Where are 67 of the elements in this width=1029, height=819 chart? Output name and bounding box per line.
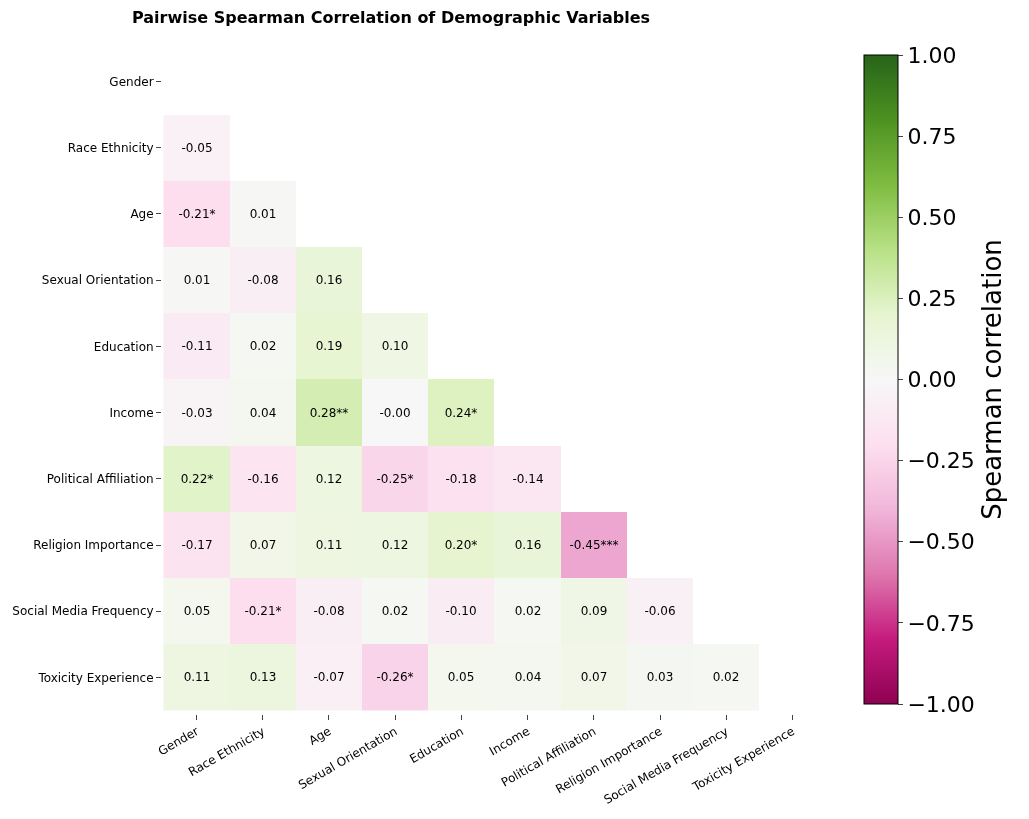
data-label: 0.20* [444,538,478,553]
data-label: 0.07 [580,670,608,685]
color-bar-label: 0.00 [907,367,957,393]
y-tick-label: Sexual Orientation [41,273,154,288]
data-label: -0.26* [376,670,414,685]
data-label: 0.02 [712,670,740,685]
data-label: 0.12 [315,472,343,487]
data-label: 0.01 [249,207,277,222]
data-label: 0.12 [381,538,409,553]
data-label: -0.11 [181,339,213,354]
data-label: 0.19 [315,339,343,354]
data-label: 0.22* [180,472,214,487]
data-label: -0.08 [247,273,279,288]
data-label: -0.25* [376,472,414,487]
data-label: -0.00 [379,406,411,421]
data-label: -0.08 [313,604,345,619]
data-label: -0.18 [445,472,477,487]
data-label: -0.07 [313,670,345,685]
data-label: 0.04 [249,406,277,421]
data-label: -0.05 [181,141,213,156]
chart-title: Pairwise Spearman Correlation of Demographic Variables [132,8,651,28]
data-label: -0.21* [244,604,282,619]
data-label: 0.03 [646,670,674,685]
color-bar-label: −0.50 [907,529,975,555]
data-label: -0.21* [178,207,216,222]
y-tick-label: Social Media Frequency [12,604,154,619]
data-label: 0.05 [183,604,211,619]
data-label: 0.13 [249,670,277,685]
data-label: 0.16 [315,273,343,288]
data-label: 0.24* [444,406,478,421]
color-bar-label: −1.00 [907,691,975,717]
data-label: -0.17 [181,538,213,553]
data-label: 0.02 [381,604,409,619]
y-tick-label: Political Affiliation [46,472,154,487]
data-label: -0.03 [181,406,213,421]
data-label: 0.01 [183,273,211,288]
color-bar-label: 0.25 [907,286,957,312]
data-label: 0.07 [249,538,277,553]
data-label: 0.11 [183,670,211,685]
color-bar-label: 0.50 [907,204,957,230]
data-label: -0.16 [247,472,279,487]
data-label: 0.05 [447,670,475,685]
data-label: 0.10 [381,339,409,354]
y-tick-label: Toxicity Experience [37,670,154,685]
color-bar-label: −0.75 [907,610,975,636]
color-bar-label: 0.75 [907,123,957,149]
data-label: -0.45*** [569,538,619,553]
data-label: -0.10 [445,604,477,619]
data-label: 0.28** [309,406,349,421]
data-label: 0.16 [514,538,542,553]
y-tick-label: Gender [109,74,154,89]
data-label: 0.02 [514,604,542,619]
data-label: 0.02 [249,339,277,354]
data-label: -0.14 [512,472,544,487]
y-tick-label: Age [130,207,154,222]
y-tick-label: Race Ethnicity [67,140,154,155]
color-bar-label: 1.00 [907,42,957,68]
color-bar-title: Spearman correlation [976,239,1007,520]
data-label: -0.06 [644,604,676,619]
color-bar-label: −0.25 [907,448,975,474]
x-tick-label: Age [306,724,334,748]
data-label: 0.04 [514,670,542,685]
data-label: 0.09 [580,604,608,619]
y-tick-label: Education [93,339,154,354]
y-tick-label: Income [109,405,154,420]
data-label: 0.11 [315,538,343,553]
y-tick-label: Religion Importance [33,538,154,553]
